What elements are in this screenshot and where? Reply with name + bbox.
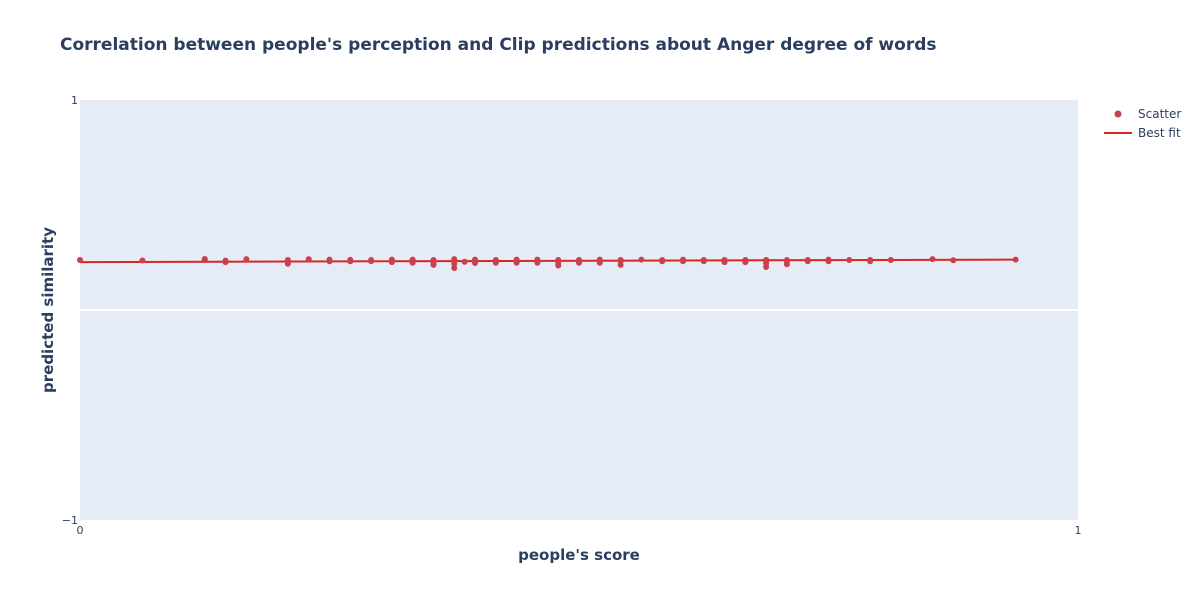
scatter-point[interactable] — [617, 261, 624, 268]
scatter-point[interactable] — [388, 259, 395, 266]
best-fit-layer — [79, 258, 1016, 264]
scatter-point[interactable] — [679, 258, 686, 265]
scatter-point[interactable] — [576, 259, 582, 266]
scatter-point[interactable] — [472, 259, 479, 266]
scatter-point[interactable] — [368, 258, 375, 265]
scatter-point[interactable] — [284, 260, 291, 267]
axis-ticks: 0 1 1 −1 — [62, 94, 1082, 537]
y-axis-title: predicted similarity — [39, 227, 57, 393]
scatter-point[interactable] — [596, 259, 603, 266]
scatter-point[interactable] — [201, 257, 208, 264]
scatter-points — [77, 255, 1019, 271]
scatter-point[interactable] — [887, 257, 894, 264]
scatter-point[interactable] — [638, 256, 645, 263]
legend-marker-icon — [1114, 110, 1122, 118]
chart-title: Correlation between people's perception … — [60, 35, 937, 55]
scatter-point[interactable] — [867, 258, 874, 265]
scatter-point[interactable] — [243, 256, 250, 263]
scatter-point[interactable] — [305, 256, 312, 263]
legend-item-best-fit[interactable]: Best fit — [1104, 126, 1181, 140]
y-tick-label: 1 — [71, 94, 78, 107]
legend-label-best-fit: Best fit — [1138, 126, 1181, 140]
legend[interactable]: Scatter Best fit — [1104, 107, 1181, 140]
scatter-point[interactable] — [347, 258, 354, 265]
legend-label-scatter: Scatter — [1138, 107, 1181, 121]
scatter-point[interactable] — [825, 258, 832, 265]
scatter-point[interactable] — [950, 257, 957, 264]
scatter-point[interactable] — [763, 263, 770, 270]
scatter-point[interactable] — [555, 262, 562, 269]
scatter-point[interactable] — [721, 259, 728, 266]
best-fit-line — [79, 258, 1016, 264]
scatter-point[interactable] — [492, 259, 499, 266]
y-tick-label: −1 — [62, 514, 78, 527]
scatter-point[interactable] — [929, 256, 936, 263]
scatter-point[interactable] — [804, 258, 811, 265]
scatter-point[interactable] — [700, 258, 707, 265]
legend-item-scatter[interactable]: Scatter — [1114, 107, 1182, 121]
x-axis-title: people's score — [518, 546, 640, 564]
scatter-point[interactable] — [783, 261, 790, 268]
scatter-point[interactable] — [326, 258, 333, 265]
scatter-point[interactable] — [1012, 256, 1019, 263]
scatter-point[interactable] — [659, 258, 666, 265]
scatter-point[interactable] — [409, 259, 416, 266]
scatter-point[interactable] — [534, 259, 541, 266]
scatter-point[interactable] — [77, 257, 83, 264]
scatter-point[interactable] — [451, 260, 458, 267]
scatter-point[interactable] — [430, 261, 437, 268]
scatter-point[interactable] — [222, 259, 229, 266]
x-tick-label: 0 — [77, 524, 84, 537]
x-tick-label: 1 — [1075, 524, 1082, 537]
scatter-point[interactable] — [846, 257, 853, 264]
scatter-point[interactable] — [742, 259, 749, 266]
scatter-point[interactable] — [451, 265, 458, 271]
scatter-point[interactable] — [461, 258, 468, 265]
scatter-point[interactable] — [139, 257, 146, 264]
scatter-point[interactable] — [513, 259, 520, 266]
